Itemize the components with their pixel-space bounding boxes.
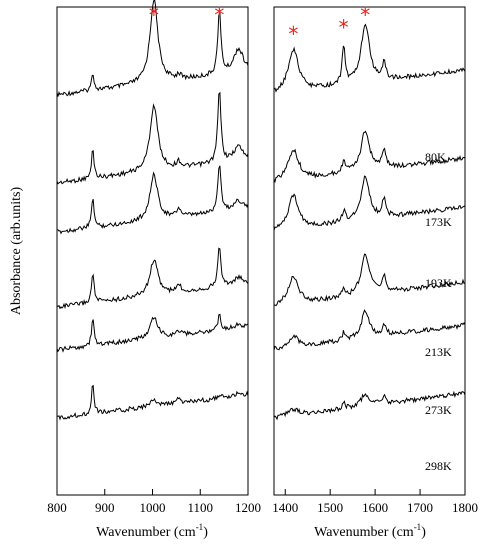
series-label-80K: 80K (425, 150, 446, 164)
left-x-tick-label: 1000 (140, 500, 166, 515)
right-series (273, 23, 466, 421)
left-panel: 800 900 1000 1100 1200 * * (47, 0, 261, 515)
right-panel-frame (273, 6, 466, 496)
left-peak-marker: * (149, 3, 159, 27)
left-trace-273K (56, 313, 249, 353)
right-trace-173K (273, 130, 466, 184)
left-trace-213K (56, 247, 249, 310)
right-x-tick-label: 1700 (407, 500, 433, 515)
series-label-273K: 273K (425, 403, 452, 417)
left-panel-frame (56, 6, 249, 496)
right-trace-213K (273, 253, 466, 307)
right-peak-markers: * * * (288, 3, 370, 46)
series-label-193K: 193K (425, 276, 452, 290)
left-x-axis-title: Wavenumber (cm-1) (96, 522, 208, 540)
right-x-tick-label: 1400 (272, 500, 298, 515)
right-peak-marker: * (339, 16, 349, 40)
left-series (56, 0, 249, 421)
left-x-axis: 800 900 1000 1100 1200 (47, 489, 261, 515)
right-x-tick-label: 1800 (452, 500, 478, 515)
right-x-tick-label: 1600 (362, 500, 388, 515)
left-x-tick-label: 1100 (187, 500, 213, 515)
series-label-173K: 173K (425, 215, 452, 229)
left-trace-298K (56, 384, 249, 421)
right-x-axis-title: Wavenumber (cm-1) (314, 522, 426, 540)
left-x-tick-label: 800 (47, 500, 67, 515)
right-peak-marker: * (360, 3, 370, 27)
right-trace-193K (273, 175, 466, 231)
right-x-axis: 1400 1500 1600 1700 1800 (272, 489, 478, 515)
right-trace-80K (273, 23, 466, 93)
right-x-tick-label: 1500 (317, 500, 343, 515)
series-label-213K: 213K (425, 345, 452, 359)
left-peak-marker: * (214, 3, 224, 27)
right-peak-marker: * (288, 22, 298, 46)
series-label-298K: 298K (425, 459, 452, 473)
left-trace-80K (56, 0, 249, 97)
left-trace-193K (56, 165, 249, 235)
y-axis-title: Absorbance (arb.units) (9, 187, 24, 316)
left-trace-173K (56, 91, 249, 185)
temperature-labels: 80K 173K 193K 213K 273K 298K (425, 150, 452, 473)
right-trace-298K (273, 390, 466, 421)
right-panel: 1400 1500 1600 1700 1800 * * * (272, 3, 478, 515)
left-x-tick-label: 1200 (235, 500, 261, 515)
right-trace-273K (273, 309, 466, 351)
left-x-tick-label: 900 (95, 500, 115, 515)
left-peak-markers: * * (149, 3, 224, 27)
